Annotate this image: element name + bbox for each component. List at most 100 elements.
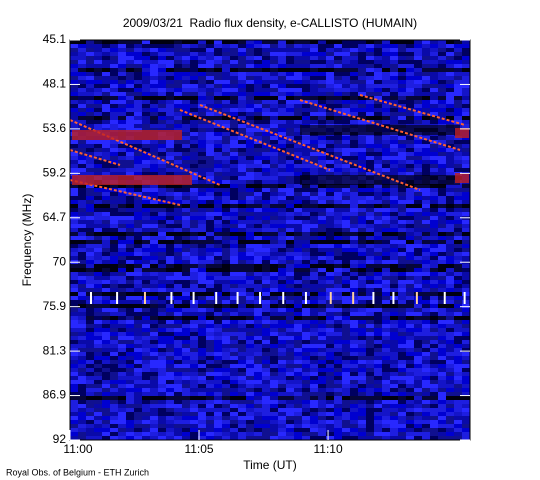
spectrum-cell <box>238 256 246 260</box>
spectrum-cell <box>350 244 358 248</box>
spectrum-cell <box>358 164 366 168</box>
spectrum-cell <box>86 380 94 384</box>
spectrum-cell <box>446 80 454 84</box>
spectrum-cell <box>390 428 398 432</box>
spectrum-cell <box>78 56 86 60</box>
spectrum-cell <box>134 192 142 196</box>
spectrum-cell <box>206 328 214 332</box>
spectrum-cell <box>414 184 422 188</box>
spectrum-cell <box>86 428 94 432</box>
spectrum-cell <box>302 80 310 84</box>
spectrum-cell <box>366 52 374 56</box>
spectrum-cell <box>126 404 134 408</box>
spectrum-cell <box>206 52 214 56</box>
spectrum-cell <box>414 300 422 304</box>
spectrum-cell <box>206 264 214 268</box>
spectrum-cell <box>334 228 342 232</box>
spectrum-cell <box>222 276 230 280</box>
spectrum-cell <box>182 384 190 388</box>
spectrum-cell <box>374 436 382 440</box>
spectrum-cell <box>294 92 302 96</box>
spectrum-cell <box>102 404 110 408</box>
spectrum-cell <box>158 188 166 192</box>
spectrum-cell <box>302 216 310 220</box>
spectrum-cell <box>462 284 470 288</box>
spectrum-cell <box>366 72 374 76</box>
spectrum-cell <box>406 392 414 396</box>
spectrum-cell <box>430 264 438 268</box>
spectrum-cell <box>430 152 438 156</box>
spectrum-cell <box>182 380 190 384</box>
spectrum-cell <box>134 364 142 368</box>
spectrum-cell <box>342 240 350 244</box>
spectrum-cell <box>206 128 214 132</box>
spectrum-cell <box>102 428 110 432</box>
spectrum-cell <box>126 412 134 416</box>
spectrum-cell <box>254 236 262 240</box>
spectrum-cell <box>318 412 326 416</box>
spectrum-cell <box>294 60 302 64</box>
spectrum-cell <box>382 352 390 356</box>
spectrum-cell <box>342 64 350 68</box>
spectrum-cell <box>318 332 326 336</box>
spectrum-cell <box>262 200 270 204</box>
spectrum-cell <box>294 100 302 104</box>
spectrum-cell <box>182 172 190 176</box>
spectrum-cell <box>78 280 86 284</box>
spectrum-cell <box>414 76 422 80</box>
spectrum-cell <box>70 196 78 200</box>
spectrum-cell <box>422 68 430 72</box>
spectrum-cell <box>94 220 102 224</box>
spectrum-cell <box>142 364 150 368</box>
spectrum-cell <box>150 380 158 384</box>
spectrum-cell <box>230 196 238 200</box>
spectrum-cell <box>246 132 254 136</box>
spectrum-cell <box>166 184 174 188</box>
spectrum-cell <box>262 112 270 116</box>
spectrum-cell <box>318 100 326 104</box>
spectrum-cell <box>398 240 406 244</box>
spectrum-cell <box>94 376 102 380</box>
spectrum-cell <box>102 156 110 160</box>
spectrum-cell <box>294 180 302 184</box>
spectrum-cell <box>342 412 350 416</box>
spectrum-cell <box>334 60 342 64</box>
spectrum-cell <box>438 404 446 408</box>
spectrum-cell <box>70 156 78 160</box>
spectrum-cell <box>294 176 302 180</box>
spectrum-cell <box>326 376 334 380</box>
spectrum-cell <box>150 396 158 400</box>
spectrum-cell <box>238 272 246 276</box>
spectrum-cell <box>318 276 326 280</box>
spectrum-cell <box>198 376 206 380</box>
spectrum-cell <box>398 84 406 88</box>
spectrum-cell <box>286 380 294 384</box>
spectrum-cell <box>422 216 430 220</box>
spectrum-cell <box>430 416 438 420</box>
spectrum-cell <box>150 372 158 376</box>
spectrum-cell <box>430 356 438 360</box>
spectrum-cell <box>262 312 270 316</box>
spectrum-cell <box>302 92 310 96</box>
spectrum-cell <box>174 44 182 48</box>
spectrum-cell <box>350 396 358 400</box>
spectrum-cell <box>334 144 342 148</box>
spectrum-cell <box>262 244 270 248</box>
spectrum-cell <box>454 92 462 96</box>
spectrum-cell <box>158 44 166 48</box>
spectrum-cell <box>302 312 310 316</box>
spectrum-cell <box>190 272 198 276</box>
spectrum-cell <box>262 216 270 220</box>
spectrum-cell <box>94 88 102 92</box>
spectrum-cell <box>198 216 206 220</box>
spectrum-cell <box>102 264 110 268</box>
spectrum-cell <box>142 320 150 324</box>
spectrum-cell <box>190 180 198 184</box>
spectrum-cell <box>270 244 278 248</box>
spectrum-cell <box>190 376 198 380</box>
spectrum-cell <box>214 100 222 104</box>
spectrum-cell <box>262 208 270 212</box>
spectrum-cell <box>446 152 454 156</box>
spectrum-cell <box>326 56 334 60</box>
spectrum-cell <box>350 312 358 316</box>
